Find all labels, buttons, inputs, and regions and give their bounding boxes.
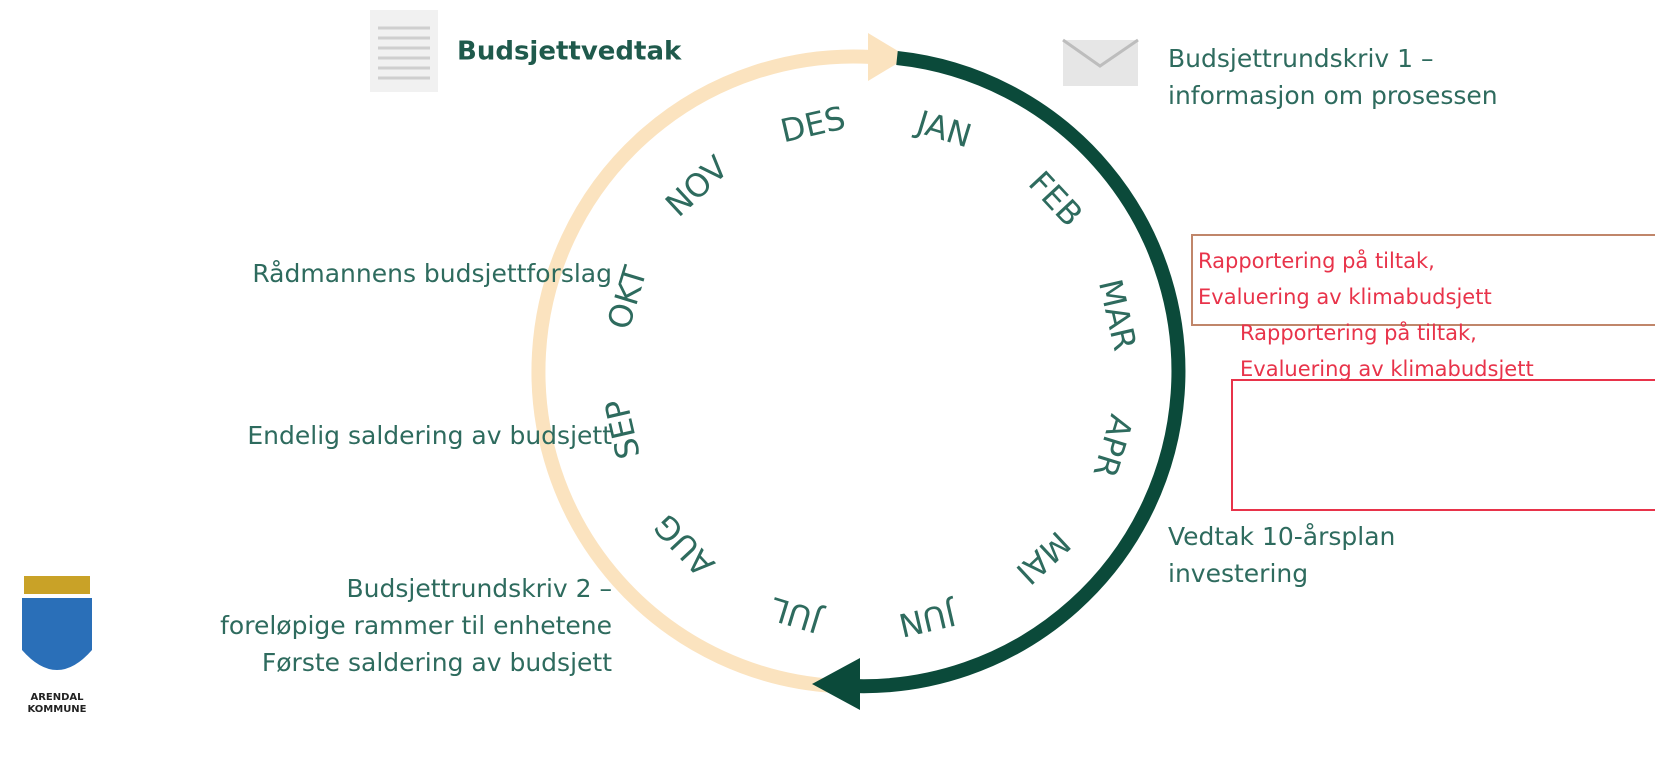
logo-text: KOMMUNE [27,704,86,715]
box [1191,234,1655,326]
envelope-flap [1062,38,1139,68]
month: MAI [1009,524,1078,592]
label: Vedtak 10-årsplan [1168,522,1395,551]
label: Budsjettrundskriv 1 – [1168,44,1433,73]
green-arrowhead [812,658,860,710]
month: DES [777,99,849,151]
label: Endelig saldering av budsjett [247,421,612,450]
label: Rapportering på tiltak, [1240,320,1477,345]
label: Evaluering av klimabudsjett [1240,357,1534,381]
label: investering [1168,559,1308,588]
month: FEB [1021,164,1090,234]
month: JUN [895,594,961,644]
logo-text: ARENDAL [30,692,84,703]
label: Rådmannens budsjettforslag [252,259,612,288]
month: MAR [1091,276,1144,354]
month: AUG [646,507,722,584]
month: NOV [658,148,736,224]
document-lines [378,26,430,80]
label: Rapportering på tiltak, [1198,248,1435,273]
beige-arc [531,49,873,693]
month: JUL [766,589,828,641]
month: APR [1085,410,1140,482]
label: Budsjettrundskriv 2 – [347,574,612,603]
label: Første saldering av budsjett [262,648,612,677]
title: Budsjettvedtak [457,37,682,67]
label: informasjon om prosessen [1168,81,1498,110]
beige-arrowhead [868,33,908,81]
document-icon [370,10,438,92]
label: Evaluering av klimabudsjett [1198,285,1492,309]
box [1231,379,1655,511]
month: JAN [911,102,976,155]
logo-crown [24,576,90,594]
green-arc [851,51,1186,694]
logo-shield [22,598,92,670]
label: foreløpige rammer til enhetene [220,611,612,640]
